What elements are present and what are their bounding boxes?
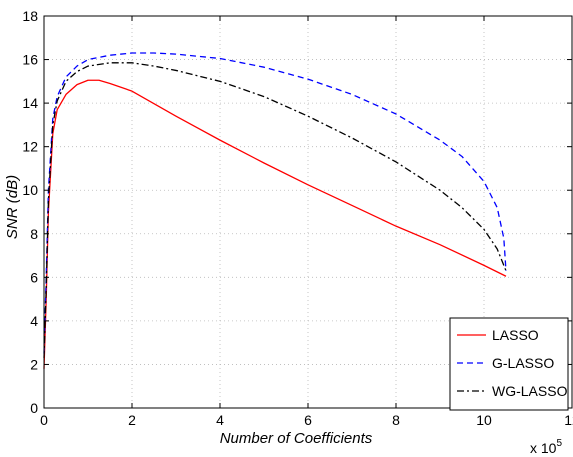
- x-tick-label: 6: [304, 412, 312, 428]
- x-tick-labels: 0 2 4 6 8 10 12: [40, 412, 573, 428]
- y-tick-label: 18: [22, 8, 38, 24]
- series-layer: [43, 52, 507, 369]
- legend-label-g-lasso: G-LASSO: [492, 355, 554, 371]
- x-axis-title: Number of Coefficients: [220, 430, 373, 447]
- legend-label-lasso: LASSO: [492, 327, 539, 343]
- legend-box: [449, 317, 569, 411]
- y-tick-label: 14: [22, 95, 38, 111]
- x-tick-label: 0: [40, 412, 48, 428]
- x-tick-label: 10: [476, 412, 492, 428]
- x-tick-label: 2: [128, 412, 136, 428]
- y-tick-label: 2: [30, 356, 38, 372]
- tick-marks: [43, 15, 573, 409]
- x-tick-label: 4: [216, 412, 224, 428]
- x-axis-multiplier: x 105: [530, 438, 562, 456]
- series-line-g-lasso: [43, 52, 507, 354]
- y-tick-label: 4: [30, 313, 38, 329]
- y-tick-label: 12: [22, 139, 38, 155]
- legend: LASSO G-LASSO WG-LASSO: [449, 317, 569, 411]
- x-tick-label: 12: [564, 412, 573, 428]
- y-tick-label: 6: [30, 269, 38, 285]
- legend-label-wg-lasso: WG-LASSO: [492, 383, 568, 399]
- grid-lines: [44, 16, 572, 408]
- y-tick-labels: 0 2 4 6 8 10 12 14 16 18: [22, 8, 38, 416]
- series-line-wg-lasso: [43, 62, 507, 358]
- y-axis-title: SNR (dB): [4, 175, 21, 239]
- y-tick-label: 8: [30, 226, 38, 242]
- series-line-lasso: [43, 79, 507, 369]
- y-tick-label: 0: [30, 400, 38, 416]
- x-tick-label: 8: [392, 412, 400, 428]
- x-axis-multiplier-exponent: 5: [556, 438, 562, 449]
- x-axis-multiplier-base: x 10: [530, 440, 557, 456]
- y-tick-label: 10: [22, 182, 38, 198]
- y-tick-label: 16: [22, 52, 38, 68]
